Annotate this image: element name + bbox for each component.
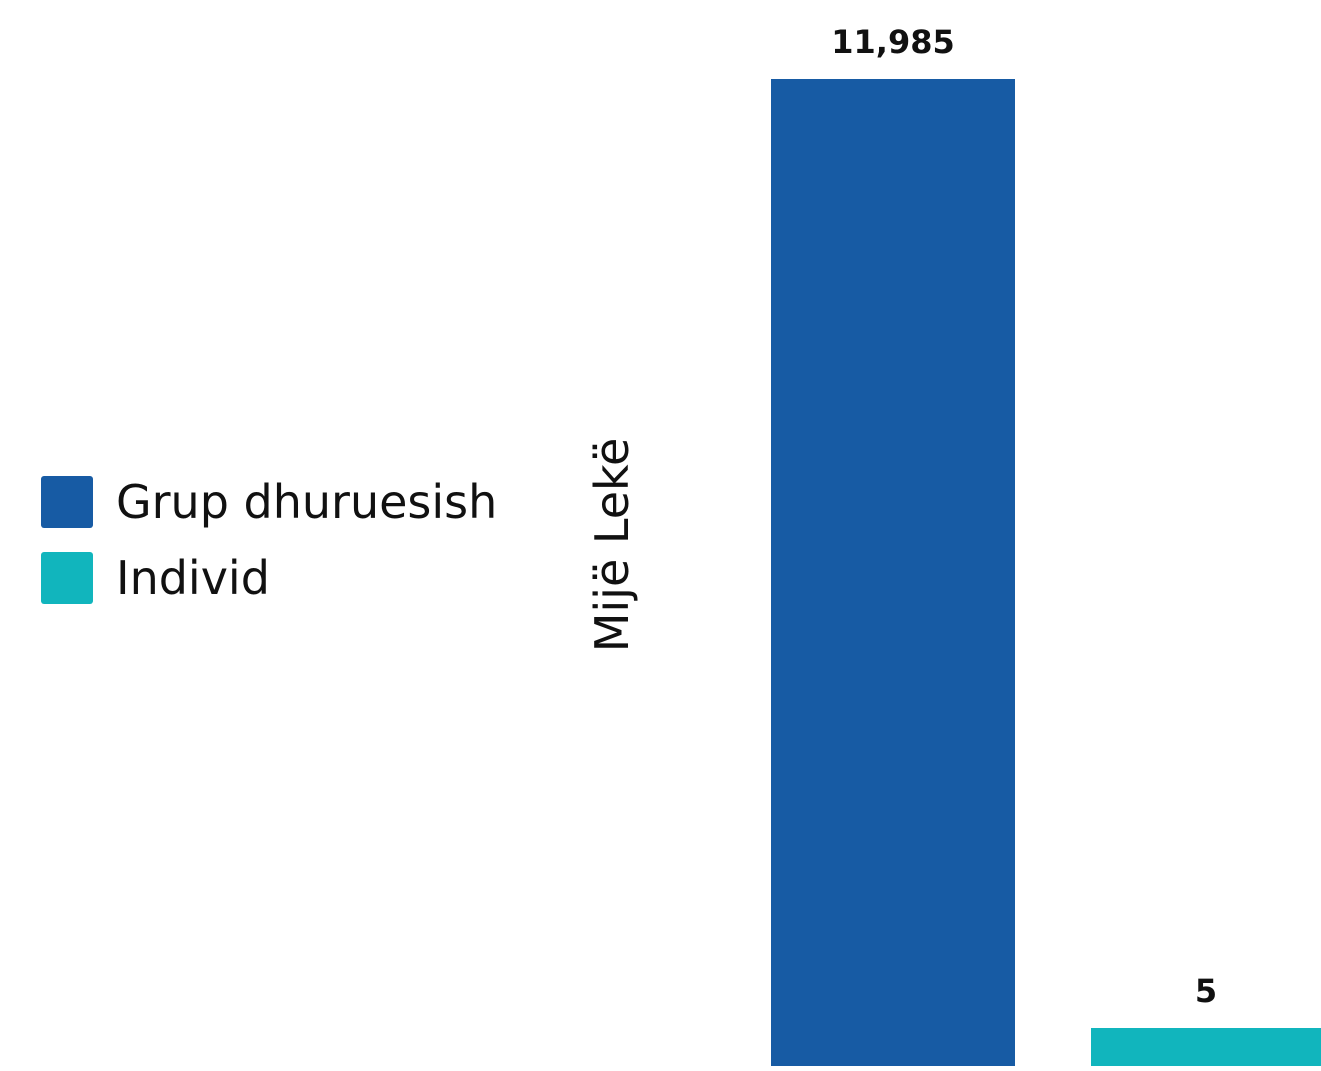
legend-swatch-grup-dhuruesish bbox=[41, 476, 93, 528]
legend-item-individ: Individ bbox=[41, 552, 497, 604]
legend: Grup dhuruesish Individ bbox=[41, 476, 497, 604]
legend-swatch-individ bbox=[41, 552, 93, 604]
legend-label-grup-dhuruesish: Grup dhuruesish bbox=[116, 475, 498, 529]
bar-individ bbox=[1091, 1028, 1321, 1066]
bar-value-label-grup-dhuruesish: 11,985 bbox=[831, 23, 954, 61]
legend-label-individ: Individ bbox=[116, 551, 270, 605]
bar-value-label-individ: 5 bbox=[1195, 972, 1217, 1010]
legend-item-grup-dhuruesish: Grup dhuruesish bbox=[41, 476, 497, 528]
bar-grup-dhuruesish bbox=[771, 79, 1015, 1066]
